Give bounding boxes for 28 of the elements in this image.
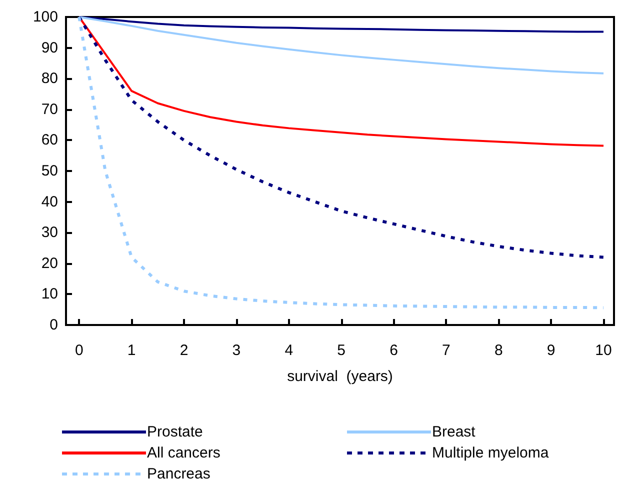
y-tick-label: 60 xyxy=(41,132,58,149)
x-tick-label: 10 xyxy=(595,342,612,359)
y-tick-label: 0 xyxy=(50,316,58,334)
y-tick-label: 50 xyxy=(41,162,58,180)
legend-label: All cancers xyxy=(147,444,220,462)
y-tick-label: 40 xyxy=(41,193,58,210)
legend-label: Prostate xyxy=(147,424,203,440)
x-tick-label: 8 xyxy=(494,342,503,359)
y-tick-label: 80 xyxy=(41,70,58,88)
y-tick-label: 70 xyxy=(41,100,58,118)
x-tick-label: 5 xyxy=(337,342,346,359)
x-axis-title: survival (years) xyxy=(287,368,393,385)
y-tick-label: 90 xyxy=(41,39,58,56)
x-tick-label: 3 xyxy=(232,342,241,359)
x-tick-label: 0 xyxy=(74,342,84,359)
legend-label: Pancreas xyxy=(147,466,210,482)
x-tick-label: 4 xyxy=(284,342,294,359)
legend-label: Breast xyxy=(432,424,476,440)
x-tick-label: 7 xyxy=(442,342,450,359)
y-tick-label: 30 xyxy=(41,224,58,242)
x-tick-label: 2 xyxy=(180,342,188,359)
x-tick-label: 9 xyxy=(546,342,556,359)
x-tick-label: 6 xyxy=(390,342,398,359)
y-tick-label: 10 xyxy=(41,286,58,303)
y-tick-label: 100 xyxy=(32,8,58,26)
y-tick-label: 20 xyxy=(41,254,58,272)
legend-label: Multiple myeloma xyxy=(432,444,550,462)
x-tick-label: 1 xyxy=(127,342,136,359)
